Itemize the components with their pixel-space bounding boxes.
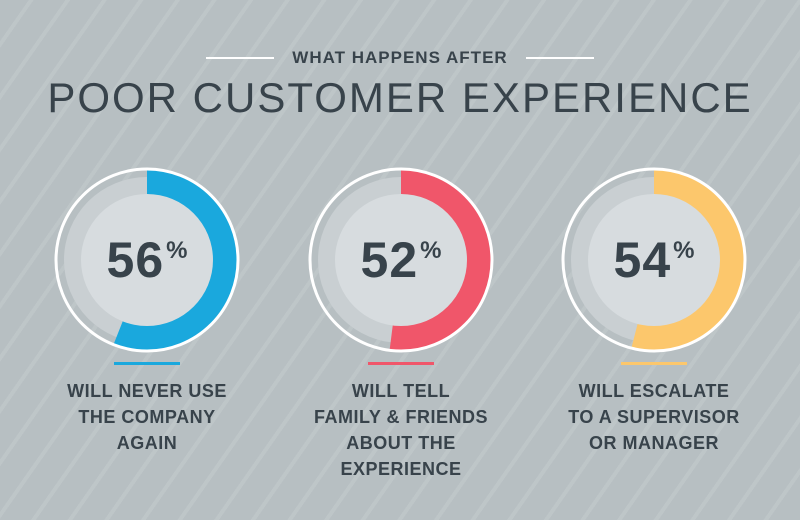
percent-sign: % [673, 237, 695, 264]
donut-chart [308, 167, 494, 353]
caption-line: AGAIN [116, 433, 178, 453]
ring-inner-disc [335, 194, 467, 326]
caption-line: WILL TELL [351, 381, 451, 401]
caption-line: EXPERIENCE [340, 459, 462, 479]
page-title: POOR CUSTOMER EXPERIENCE [47, 74, 753, 121]
donut-chart [561, 167, 747, 353]
percentage-value: 56% [47, 160, 247, 360]
caption-line: OR MANAGER [589, 433, 719, 453]
stat-caption: WILL TELL FAMILY & FRIENDS ABOUT THE EXP… [281, 378, 521, 482]
percentage-arc [389, 170, 491, 350]
donut-chart [54, 167, 240, 353]
ring-outer-border [308, 167, 494, 353]
percentage-arc [631, 170, 744, 350]
percentage-number: 52 [360, 232, 419, 288]
percentage-value: 54% [554, 160, 754, 360]
ring-inner-disc [588, 194, 720, 326]
ring-inner-disc [81, 194, 213, 326]
percentage-value: 52% [301, 160, 501, 360]
caption-underline [114, 362, 180, 365]
stat-caption: WILL NEVER USE THE COMPANY AGAIN [27, 378, 267, 456]
subtitle: WHAT HAPPENS AFTER [292, 48, 508, 67]
caption-line: THE COMPANY [78, 407, 216, 427]
caption-underline [621, 362, 687, 365]
subtitle-rule-right [525, 57, 594, 59]
caption-underline [368, 362, 434, 365]
subtitle-rule-left [206, 57, 275, 59]
percent-sign: % [420, 237, 442, 264]
ring-outer-border [54, 167, 240, 353]
caption-line: WILL NEVER USE [67, 381, 227, 401]
percent-sign: % [166, 237, 188, 264]
caption-line: TO A SUPERVISOR [568, 407, 740, 427]
subtitle-row: WHAT HAPPENS AFTER [0, 48, 800, 68]
percentage-arc [113, 170, 238, 350]
ring-outer-border [561, 167, 747, 353]
percentage-number: 54 [613, 232, 672, 288]
stat-caption: WILL ESCALATE TO A SUPERVISOR OR MANAGER [534, 378, 774, 456]
percentage-number: 56 [106, 232, 165, 288]
caption-line: ABOUT THE [346, 433, 456, 453]
caption-line: FAMILY & FRIENDS [313, 407, 489, 427]
caption-line: WILL ESCALATE [578, 381, 730, 401]
